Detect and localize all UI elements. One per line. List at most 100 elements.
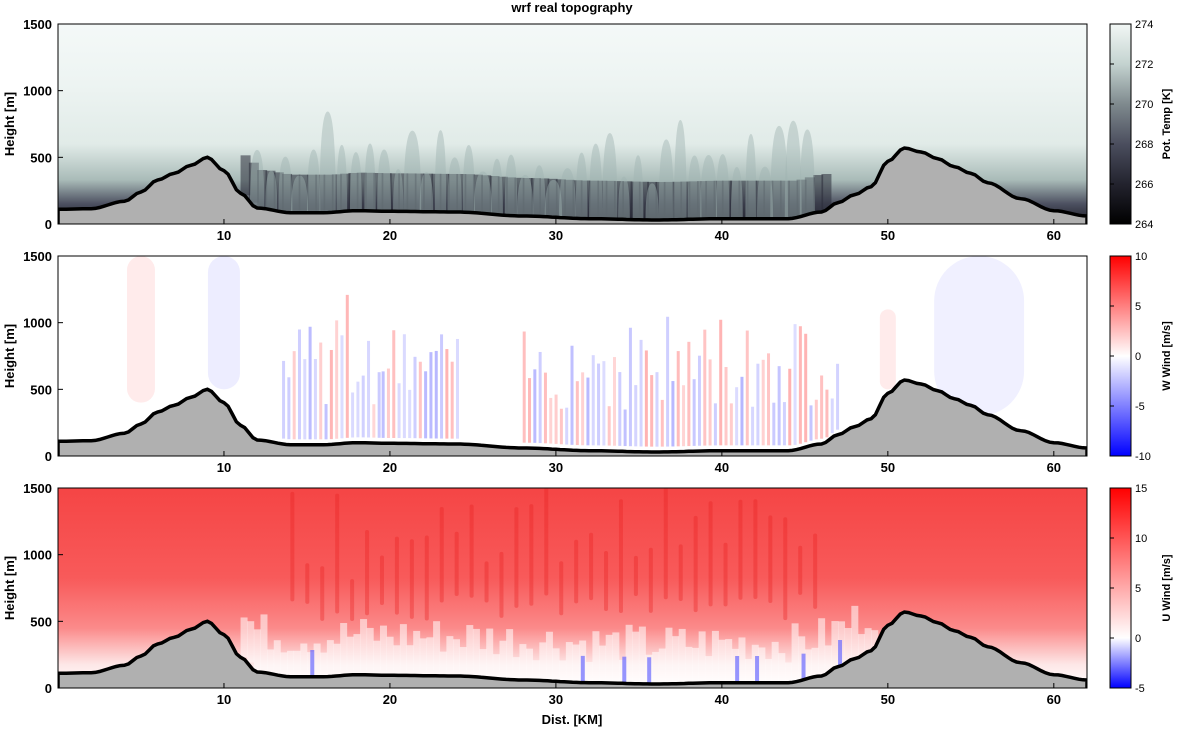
u-wind-weak-zone [844,627,852,664]
u-wind-weak-zone [565,642,573,682]
u-wind-jet-streak [469,504,474,598]
u-wind-weak-zone [406,645,414,676]
colorbar-tick-label: 10 [1135,251,1147,263]
u-wind-jet-streak [305,563,310,604]
u-wind-weak-zone [811,647,819,678]
u-wind-weak-zone [506,629,514,680]
temp-plume [756,166,774,219]
u-wind-weak-zone [247,621,255,663]
u-wind-weak-zone [572,644,580,683]
w-wind-streak [788,368,792,446]
w-wind-streak [612,357,616,446]
u-wind-weak-zone [612,632,620,684]
w-wind-streak [533,369,537,443]
y-tick-label: 0 [45,217,52,232]
cold-pool-cell [290,174,301,215]
u-wind-jet-streak [320,566,325,621]
x-tick-label: 50 [881,228,895,243]
x-tick-label: 60 [1047,228,1061,243]
w-wind-streak [565,407,569,445]
temp-plume [618,176,630,220]
u-wind-weak-zone [419,638,427,676]
u-wind-axes: 10 20 30 40 50 60 0 500 1000 1500 [23,481,1061,707]
x-tick-label: 30 [549,460,563,475]
cold-pool-cell [763,180,774,221]
cold-pool-cell [348,172,359,213]
u-wind-weak-zone [778,653,786,683]
u-wind-weak-zone [705,656,713,683]
w-wind-streak [687,341,691,447]
w-wind-streak [445,349,449,439]
cold-pool-cell [721,180,732,221]
temp-plume [658,139,674,220]
cold-pool-cell [589,180,600,221]
temp-plume [319,111,336,213]
cold-pool-cell [331,174,342,215]
cold-pool-cell [340,173,351,214]
u-wind-jet-streak [394,536,399,615]
u-wind-jet-streak [350,579,355,621]
u-wind-jet-streak [409,539,414,619]
w-wind-streak [538,351,542,444]
temp-plume [517,174,534,217]
w-wind-streak [424,371,428,439]
u-wind-weak-zone [479,649,487,678]
cold-pool-cell [423,173,434,214]
w-wind-streak [319,342,323,440]
x-tick-label: 30 [549,692,563,707]
temp-plume [745,133,757,219]
w-wind-streak [782,402,786,446]
w-wind-ylabel: Height [m] [2,324,17,388]
cold-pool-cell [257,170,268,210]
cold-pool-cell [240,155,251,196]
u-wind-jet-streak [439,507,444,603]
colorbar-tick-label: 268 [1135,139,1153,151]
temp-plume [290,175,308,213]
y-tick-label: 1500 [23,481,52,496]
w-wind-streak [692,379,696,446]
temp-plume [504,154,518,216]
x-tick-label: 20 [383,692,397,707]
cold-pool-cell [663,181,674,222]
w-wind-streak [549,397,553,444]
w-wind-streak [413,356,417,439]
w-wind-streak [303,359,307,440]
cold-pool-cell [506,177,517,218]
temp-plume [393,169,404,212]
u-wind-weak-zone [771,641,779,683]
temp-plume [602,133,618,219]
x-tick-label: 60 [1047,460,1061,475]
w-wind-streak [543,372,547,444]
w-wind-streak [793,324,797,445]
cold-pool-cell [381,173,392,214]
u-wind-jet-streak [633,555,638,597]
u-wind-weak-zone [632,631,640,684]
u-wind-plumes [240,488,879,684]
u-wind-weak-zone [824,645,832,676]
cold-pool-cell [522,178,533,218]
u-wind-weak-zone [512,657,520,680]
cold-pool-cell [613,181,624,222]
cold-pool-cell [398,173,409,214]
u-wind-weak-zone [539,642,547,681]
u-wind-weak-zone [346,636,354,676]
u-wind-reversal [310,650,315,677]
u-wind-jet-streak [604,551,609,611]
temp-plume [632,155,644,220]
w-wind-streak [735,387,739,446]
w-wind-streak [282,360,286,439]
w-wind-streak [575,381,579,446]
u-wind-weak-zone [492,654,500,679]
u-wind-weak-zone [280,652,288,676]
w-wind-streak [313,359,317,440]
cold-pool-cell [821,174,832,214]
pot-temp-colorbar-ticks: 264 266 268 270 272 274 [1110,19,1153,231]
w-wind-streak [745,330,749,446]
u-wind-weak-zone [765,659,773,683]
cold-pool-cell [705,180,716,221]
u-wind-reversal [622,656,627,684]
u-wind-weak-zone [486,628,494,678]
x-tick-label: 10 [217,692,231,707]
y-tick-label: 1500 [23,249,52,264]
